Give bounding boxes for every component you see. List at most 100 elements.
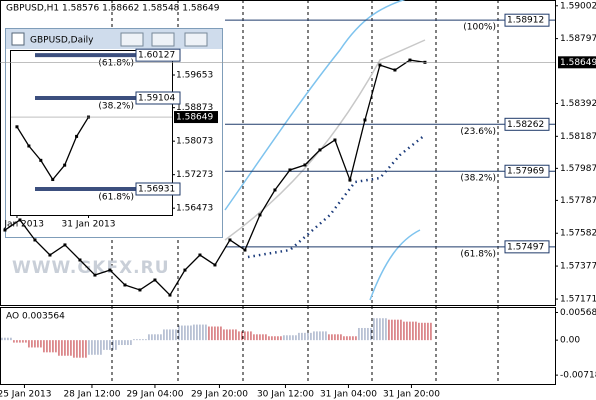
- envelopes: [224, 0, 426, 301]
- fib-percent: (61.8%): [98, 192, 134, 202]
- fib-price-box: [135, 91, 181, 105]
- main-frame: [0, 0, 556, 306]
- close-mark: [228, 238, 232, 242]
- close-mark: [108, 268, 112, 272]
- y-tick-label: 1.58187: [560, 132, 596, 142]
- current-price: 1.58649: [560, 58, 596, 68]
- fib-price: 1.58262: [507, 120, 544, 130]
- close-mark: [18, 218, 22, 222]
- fib-price-box: [504, 117, 550, 131]
- y-tick-label: 1.58873: [176, 103, 213, 113]
- inset-title: GBPUSD,Daily: [30, 36, 94, 46]
- envelope-upper: [224, 0, 406, 211]
- envelope-lower: [369, 229, 421, 301]
- x-tick-label: 25 Jan 2013: [0, 390, 51, 400]
- close-button[interactable]: [184, 32, 208, 47]
- close-mark: [93, 273, 97, 277]
- close-mark: [198, 253, 202, 257]
- close-mark: [273, 188, 277, 192]
- y-tick-label: 1.56473: [176, 204, 213, 214]
- y-tick-label: 1.57377: [560, 262, 596, 272]
- close-mark: [288, 168, 292, 172]
- fib-percent: (38.2%): [98, 101, 134, 111]
- fib-percent: (100%): [463, 23, 496, 33]
- close-mark: [75, 134, 79, 138]
- close-mark: [138, 288, 142, 292]
- y-tick-label: 0.00568: [560, 308, 596, 318]
- x-tick-label: 29 Jan 20:00: [191, 390, 248, 400]
- fib-price-box: [504, 240, 550, 254]
- inset-window[interactable]: GBPUSD,Daily 1.59653 1.58873 1.58073 1.5727…: [0, 28, 223, 238]
- close-mark: [123, 283, 127, 287]
- fib-percent: (23.6%): [460, 127, 496, 137]
- y-tick-label: 1.58392: [560, 99, 596, 109]
- y-tick-label: 1.57987: [560, 164, 596, 174]
- x-tick-label: 30 Jan 12:00: [257, 390, 314, 400]
- current-price-box: [174, 111, 218, 124]
- parabolic-sar: [247, 134, 426, 259]
- close-mark: [63, 163, 67, 167]
- y-tick-label: 1.58797: [560, 34, 596, 44]
- close-mark: [63, 243, 67, 247]
- inset-icon: [11, 32, 25, 46]
- fib-price: 1.59104: [138, 93, 175, 103]
- close-mark: [348, 178, 352, 182]
- close-mark: [363, 118, 367, 122]
- fib-percent: (61.8%): [98, 59, 134, 69]
- close-mark: [3, 228, 7, 232]
- y-tick-label: 0.00: [560, 336, 580, 346]
- y-tick-label: 1.57787: [560, 196, 596, 206]
- close-mark: [27, 144, 31, 148]
- close-mark: [303, 163, 307, 167]
- ao-frame: [0, 307, 556, 385]
- fib-price: 1.58912: [507, 16, 544, 26]
- fib-percent: (38.2%): [460, 174, 496, 184]
- y-tick-label: 1.57582: [560, 229, 596, 239]
- fib-price-box: [504, 164, 550, 178]
- fib-price-box: [135, 48, 181, 62]
- x-tick-label: 31 Jan 04:00: [320, 390, 377, 400]
- regression: [224, 39, 426, 241]
- fib-percent: (61.8%): [460, 249, 496, 259]
- current-price-box: [558, 56, 596, 69]
- header: GBPUSD,H1 1.58576 1.58662 1.58548 1.5864…: [6, 4, 220, 14]
- close-mark: [168, 293, 172, 297]
- fib-price-box: [504, 13, 550, 27]
- close-mark: [378, 63, 382, 67]
- close-mark: [48, 253, 52, 257]
- y-tick-label: 1.58073: [176, 137, 213, 147]
- close-mark: [213, 263, 217, 267]
- fib-price: 1.57497: [507, 242, 544, 252]
- fib-price-box: [135, 182, 181, 196]
- maximize-button[interactable]: [151, 32, 175, 47]
- close-mark: [15, 125, 19, 129]
- fib-price: 1.56931: [138, 184, 175, 194]
- watermark: WWW.GKFX.RU: [12, 258, 170, 278]
- minimize-button[interactable]: [120, 32, 144, 47]
- x-tick-label: 31 Jan 2013: [62, 220, 116, 230]
- fib-price: 1.60127: [138, 51, 175, 61]
- close-mark: [333, 138, 337, 142]
- ao-label: AO 0.003564: [6, 312, 65, 322]
- x-tick-label: 28 Jan 12:00: [63, 390, 120, 400]
- close-mark: [258, 213, 262, 217]
- close-mark: [318, 148, 322, 152]
- close-mark: [393, 68, 397, 72]
- close-mark: [408, 58, 412, 62]
- y-tick-label: 1.57273: [176, 170, 213, 180]
- close-mark: [153, 278, 157, 282]
- fib-price: 1.57969: [507, 167, 544, 177]
- y-tick-label: 1.59002: [560, 1, 596, 11]
- close-mark: [33, 238, 37, 242]
- x-tick-label: 31 Jan 20:00: [383, 390, 440, 400]
- y-tick-label: -0.00718: [560, 371, 596, 381]
- y-tick-label: 1.59653: [176, 71, 213, 81]
- close-mark: [183, 268, 187, 272]
- y-tick-label: 1.57171: [560, 295, 596, 305]
- close-mark: [51, 178, 55, 182]
- x-tick-label: 22 Jan 2013: [0, 220, 44, 230]
- close-mark: [39, 158, 43, 162]
- x-tick-label: 29 Jan 04:00: [126, 390, 183, 400]
- close-mark: [78, 258, 82, 262]
